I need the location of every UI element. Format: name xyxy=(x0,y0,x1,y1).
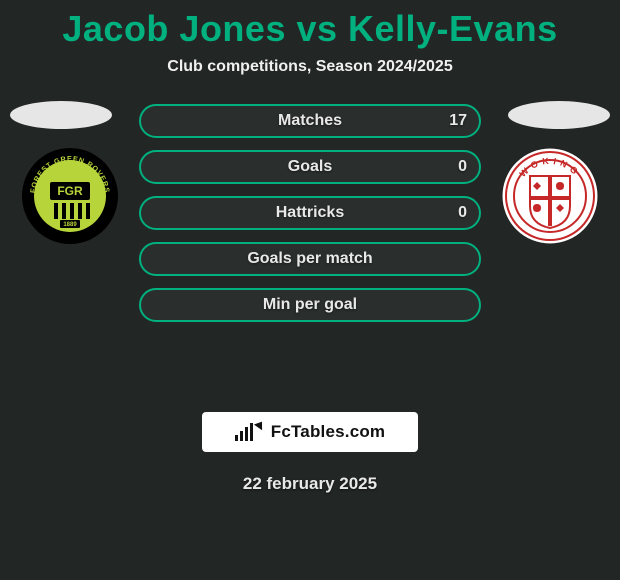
club-crest-right: WOKING xyxy=(500,146,600,246)
stat-rows: Matches 17 Goals 0 Hattricks 0 Goals per… xyxy=(139,104,481,334)
chart-icon xyxy=(235,423,253,441)
stat-label: Matches xyxy=(278,112,342,130)
footer-date: 22 february 2025 xyxy=(0,474,620,494)
brand-text: FcTables.com xyxy=(271,422,386,442)
stat-right-value: 17 xyxy=(449,106,467,136)
player-photo-placeholder-right xyxy=(508,101,610,129)
stat-row-hattricks: Hattricks 0 xyxy=(139,196,481,230)
club-crest-left: FOREST GREEN ROVERS FOOTBALL CLUB FGR 18… xyxy=(20,146,120,246)
stat-right-value: 0 xyxy=(458,198,467,228)
arrow-up-icon xyxy=(254,418,266,429)
stat-row-matches: Matches 17 xyxy=(139,104,481,138)
page-subtitle: Club competitions, Season 2024/2025 xyxy=(0,58,620,76)
stat-row-goals: Goals 0 xyxy=(139,150,481,184)
stat-row-goals-per-match: Goals per match xyxy=(139,242,481,276)
stat-label: Goals xyxy=(288,158,332,176)
player-photo-placeholder-left xyxy=(10,101,112,129)
crest-left-year: 1889 xyxy=(63,222,77,228)
stat-label: Min per goal xyxy=(263,296,357,314)
crest-left-center: FGR xyxy=(57,184,83,198)
stat-label: Goals per match xyxy=(247,250,372,268)
stat-row-min-per-goal: Min per goal xyxy=(139,288,481,322)
brand-badge: FcTables.com xyxy=(202,412,418,452)
stat-right-value: 0 xyxy=(458,152,467,182)
comparison-content: FOREST GREEN ROVERS FOOTBALL CLUB FGR 18… xyxy=(0,104,620,404)
page-title: Jacob Jones vs Kelly-Evans xyxy=(0,0,620,50)
stat-label: Hattricks xyxy=(276,204,344,222)
